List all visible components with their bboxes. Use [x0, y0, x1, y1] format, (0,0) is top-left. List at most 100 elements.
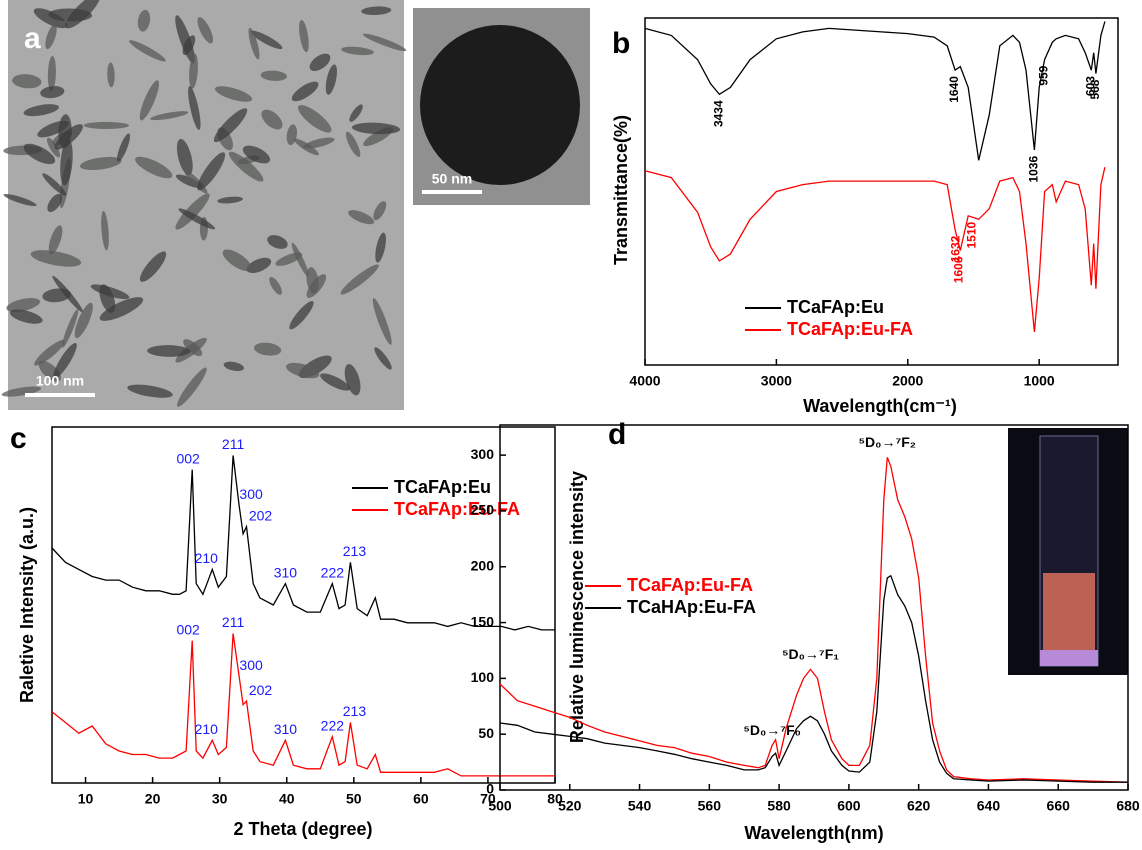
panel-letter: a — [24, 22, 41, 55]
particle — [176, 138, 193, 176]
particle — [306, 267, 319, 294]
image-background — [8, 0, 404, 410]
x-tick-label: 580 — [767, 798, 791, 814]
x-tick-label: 4000 — [629, 373, 660, 389]
particle — [150, 111, 189, 121]
particle — [46, 137, 61, 158]
particle — [107, 62, 115, 88]
y-tick-label: 150 — [471, 613, 495, 629]
particle — [139, 80, 160, 121]
particle — [3, 193, 37, 207]
legend-label: TCaFAp:Eu — [787, 297, 884, 317]
particle — [117, 133, 131, 162]
series-line — [644, 167, 1106, 333]
peak-label: 002 — [176, 621, 200, 637]
plot-frame — [499, 424, 1129, 791]
series-line — [499, 457, 1129, 783]
peak-label: 310 — [274, 721, 298, 737]
particle — [289, 300, 314, 330]
particle — [137, 9, 151, 32]
peak-label: 211 — [222, 436, 245, 452]
particle — [361, 6, 392, 16]
particle — [47, 55, 56, 92]
inset-scale-bar-label: 50 nm — [432, 171, 472, 187]
particle — [40, 86, 65, 99]
particle — [213, 108, 248, 143]
peak-label: 213 — [343, 703, 367, 719]
peak-label: 300 — [239, 486, 263, 502]
panel-letter: b — [612, 27, 630, 60]
x-axis-label: 2 Theta (degree) — [233, 819, 372, 839]
particles — [1, 0, 407, 407]
particle — [197, 152, 226, 191]
peak-label: 1632 — [948, 235, 962, 262]
particle — [42, 173, 67, 196]
particle — [340, 264, 379, 295]
particle — [147, 345, 191, 357]
particle — [267, 235, 288, 249]
particle — [351, 122, 401, 135]
particle — [90, 284, 130, 300]
particle — [348, 210, 375, 225]
particle — [74, 302, 93, 339]
particle — [34, 339, 65, 366]
peak-label: 1606 — [952, 256, 966, 283]
particle — [139, 251, 167, 282]
x-tick-label: 50 — [346, 791, 362, 807]
particle — [246, 257, 272, 274]
y-axis-label: Transmittance(%) — [611, 115, 631, 265]
x-tick-label: 1000 — [1024, 373, 1055, 389]
series-line — [51, 633, 555, 777]
x-tick-label: 660 — [1047, 798, 1071, 814]
plot-frame — [644, 17, 1119, 366]
legend-label: TCaHAp:Eu-FA — [627, 597, 756, 617]
cuvette-liquid — [1043, 573, 1095, 663]
particle — [79, 156, 122, 171]
y-tick-label: 0 — [486, 781, 494, 797]
particle — [183, 339, 203, 357]
particle — [60, 139, 73, 186]
particle — [23, 143, 56, 165]
particle — [345, 131, 361, 157]
peak-label: 213 — [343, 543, 367, 559]
particle — [12, 74, 42, 89]
peak-label: 211 — [222, 614, 245, 630]
peak-label: 300 — [239, 657, 263, 673]
series-line — [51, 455, 555, 631]
particle — [248, 27, 260, 60]
particle — [175, 15, 195, 64]
x-tick-label: 60 — [413, 791, 429, 807]
panel-letter: c — [10, 422, 27, 455]
x-tick-label: 600 — [837, 798, 861, 814]
legend-label: TCaFAp:Eu-FA — [787, 319, 913, 339]
particle — [48, 8, 93, 22]
particle — [6, 298, 41, 312]
particle — [48, 225, 63, 255]
y-axis-label: Relative luminescence intensity — [567, 471, 587, 743]
particle — [197, 17, 214, 44]
annotation: ⁵D₀→⁷F₀ — [743, 722, 801, 738]
x-tick-label: 3000 — [761, 373, 792, 389]
peak-label: 210 — [195, 721, 219, 737]
particle — [135, 156, 173, 179]
x-tick-label: 540 — [628, 798, 652, 814]
particle — [177, 367, 207, 407]
peak-label: 202 — [249, 507, 273, 523]
tem-image — [8, 0, 404, 410]
y-tick-label: 50 — [478, 725, 494, 741]
y-tick-label: 300 — [471, 446, 495, 462]
x-tick-label: 40 — [279, 791, 295, 807]
particle — [228, 151, 264, 182]
particle — [188, 86, 201, 131]
particle — [341, 46, 374, 56]
particle — [269, 276, 282, 295]
peak-label: 222 — [321, 717, 345, 733]
inset-particle — [420, 25, 580, 185]
x-tick-label: 80 — [547, 791, 563, 807]
annotation: ⁵D₀→⁷F₂ — [858, 434, 916, 450]
particle — [254, 342, 282, 356]
particle — [242, 145, 271, 164]
particle — [374, 347, 392, 370]
peak-label: 3434 — [712, 100, 726, 127]
y-tick-label: 250 — [471, 502, 495, 518]
